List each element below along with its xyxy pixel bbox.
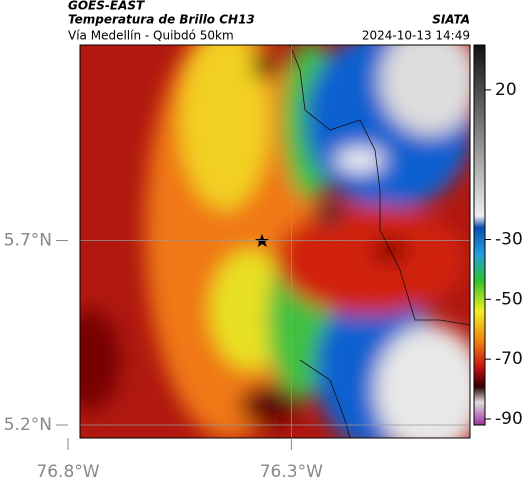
title: Temperatura de Brillo CH13: [68, 13, 255, 27]
map-frame: [79, 44, 471, 439]
satellite: GOES-EAST: [68, 0, 145, 13]
lon-tick-label: 76.8°W: [36, 462, 99, 482]
colorbar: [473, 44, 486, 426]
satellite-image: [80, 45, 470, 438]
subtitle: Vía Medellín - Quibdó 50km: [68, 29, 234, 43]
colorbar-tick-label: -70: [495, 349, 523, 369]
colorbar-tick-label: -30: [495, 229, 523, 249]
colorbar-tick-label: 20: [495, 80, 517, 100]
lat-tick-label: 5.7°N: [4, 231, 52, 251]
lat-tick-label: 5.2°N: [4, 415, 52, 435]
lon-tick-label: 76.3°W: [260, 462, 323, 482]
colorbar-tick-label: -50: [495, 289, 523, 309]
datetime: 2024-10-13 14:49: [362, 29, 470, 43]
colorbar-tick-label: -90: [495, 409, 523, 429]
source: SIATA: [432, 13, 470, 27]
